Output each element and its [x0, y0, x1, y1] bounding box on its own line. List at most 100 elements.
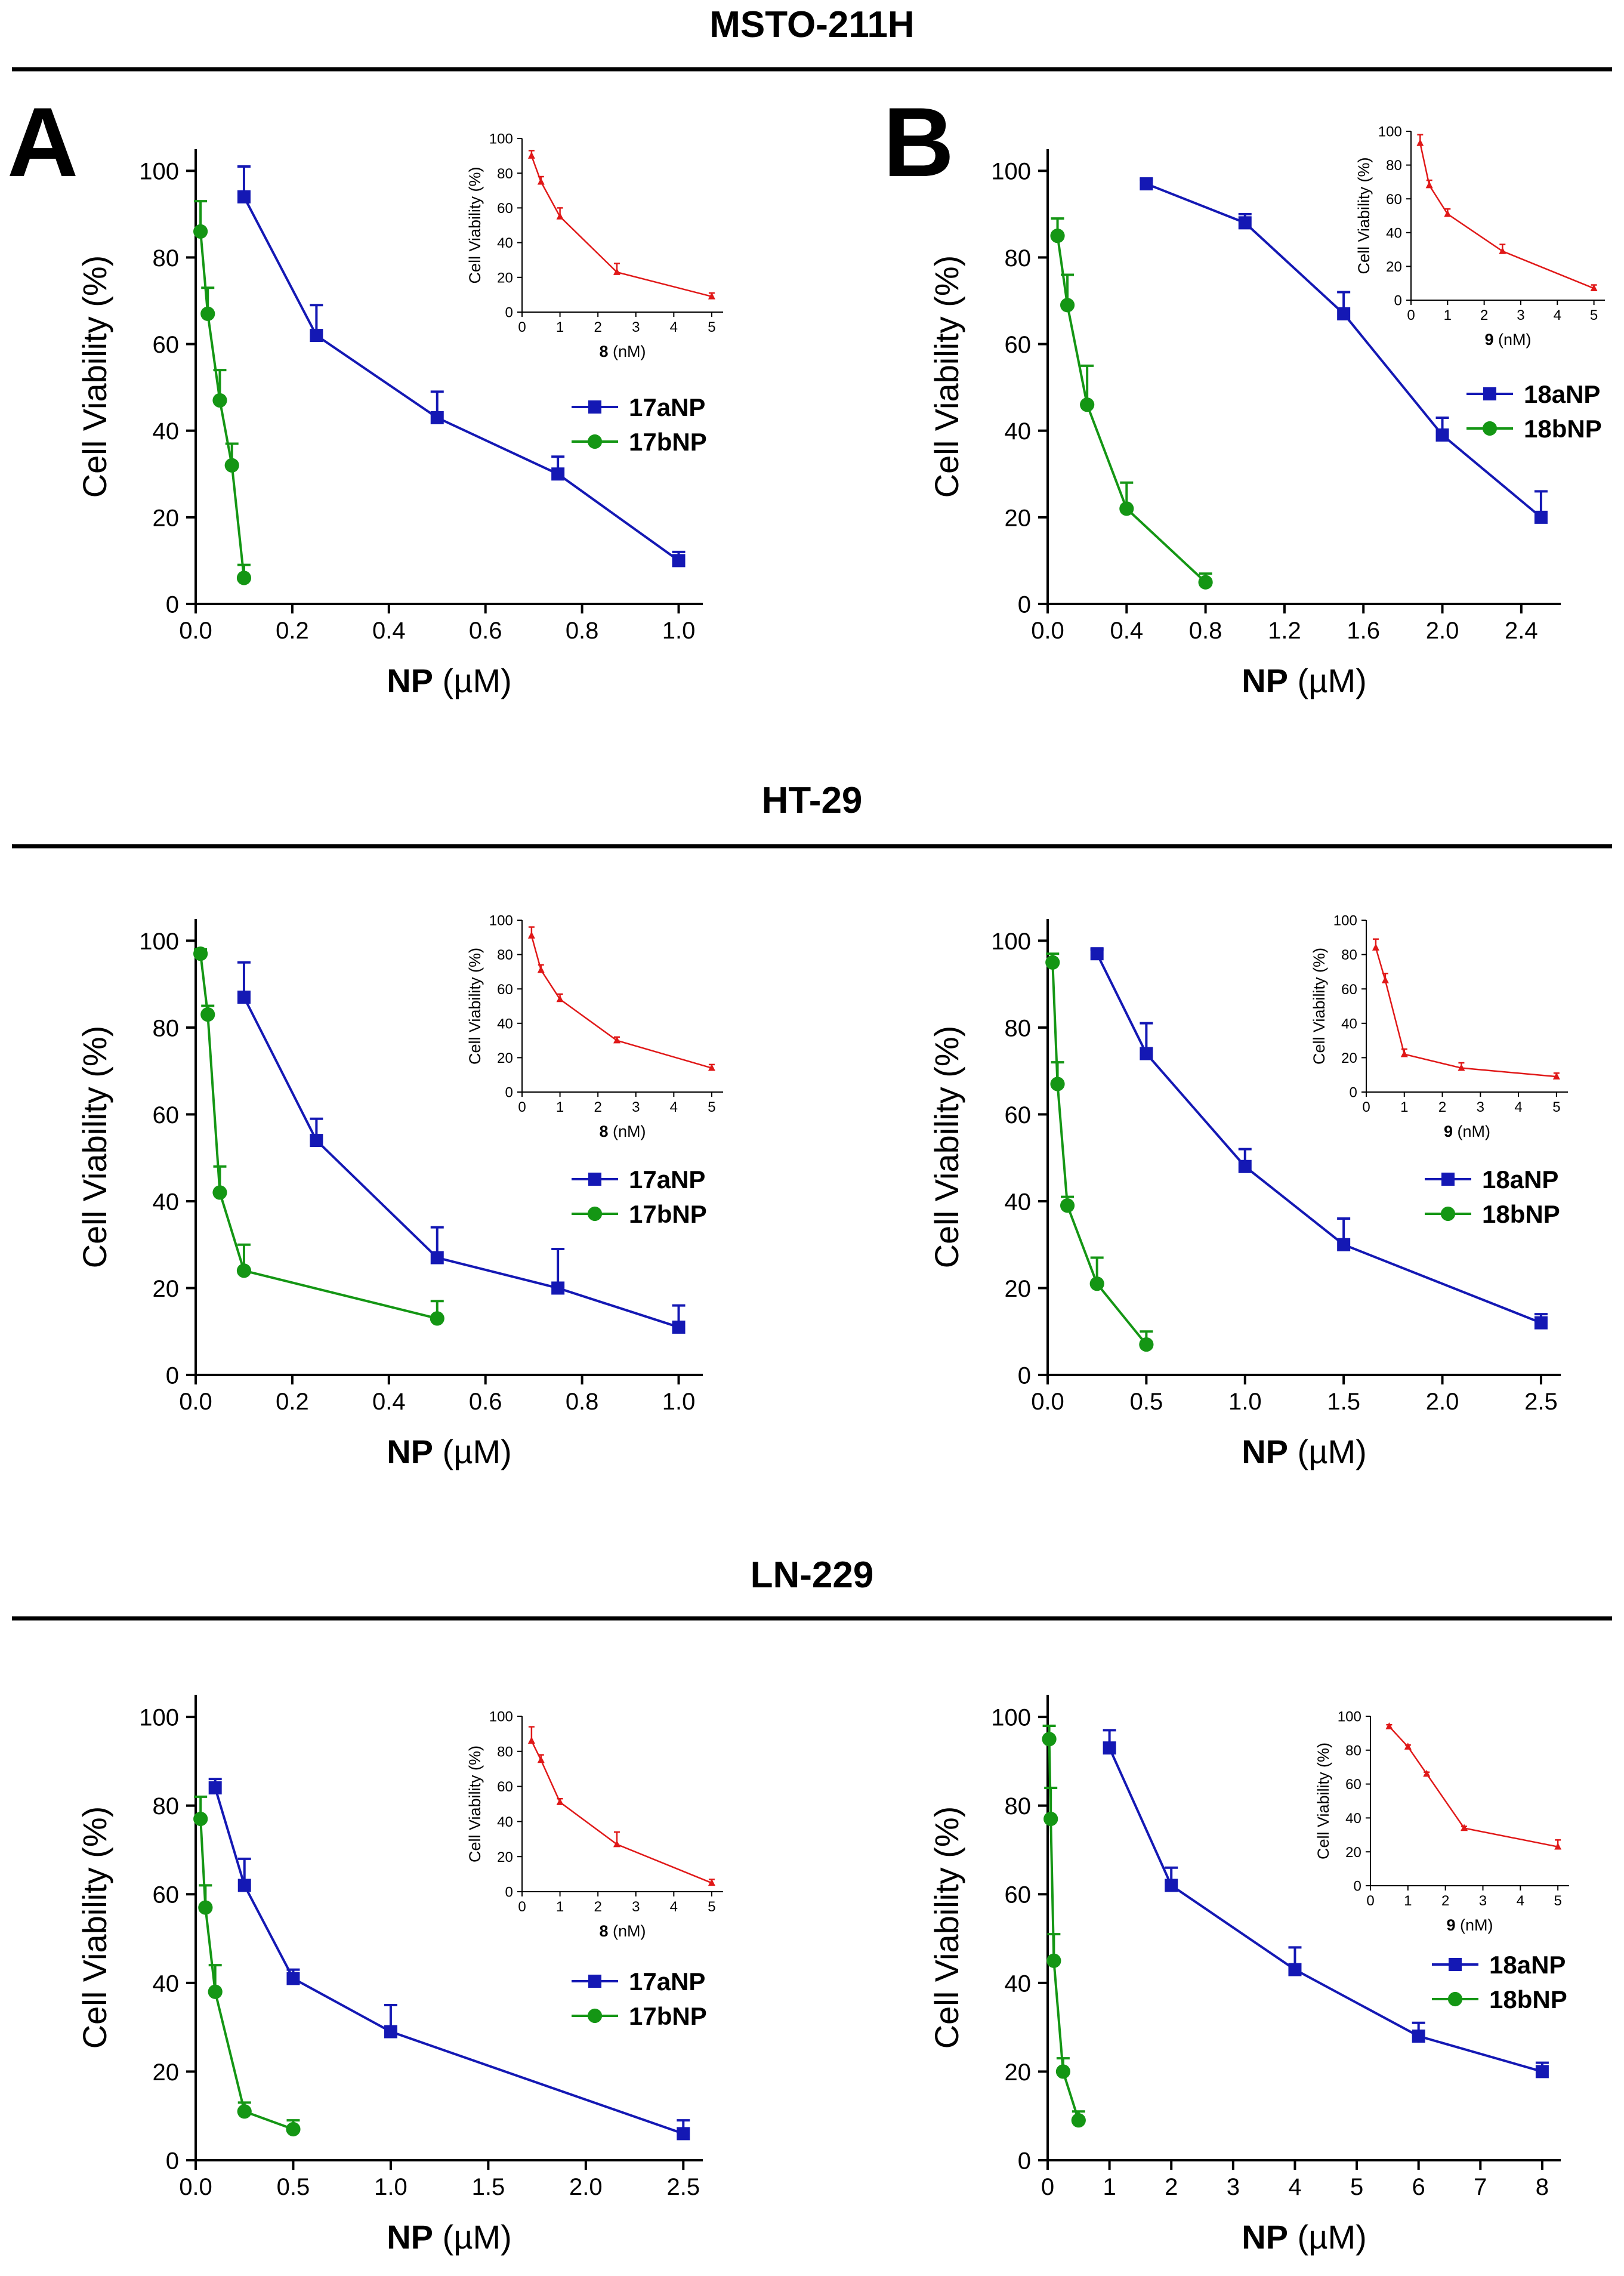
- y-tick-label: 20: [153, 2059, 180, 2086]
- y-tick-label: 20: [1005, 1276, 1032, 1302]
- inset-series-9: [1416, 134, 1598, 291]
- inset-x-tick-label: 0: [1407, 307, 1415, 323]
- section-title-msto: MSTO-211H: [709, 4, 914, 45]
- x-tick-label: 0.0: [179, 1389, 212, 1415]
- data-point: [1552, 1072, 1560, 1080]
- inset-y-tick-label: 20: [497, 1050, 513, 1066]
- inset-x-tick-label: 5: [708, 1099, 715, 1115]
- data-point: [1060, 1198, 1075, 1213]
- legend: 17aNP 17bNP: [572, 1967, 707, 2030]
- x-axis-label: NP (µM): [1242, 2218, 1367, 2256]
- legend-marker: [1482, 421, 1498, 436]
- data-point: [1461, 1824, 1468, 1831]
- y-axis-label: Cell Viability (%): [928, 1026, 965, 1269]
- x-tick-label: 2.5: [1524, 1389, 1558, 1415]
- x-axis-label: NP (µM): [1242, 1433, 1367, 1470]
- x-tick-label: 2.0: [1426, 618, 1459, 644]
- inset-y-tick-label: 60: [1345, 1777, 1361, 1793]
- inset-x-tick-label: 5: [708, 319, 715, 335]
- x-tick-label: 0.2: [276, 618, 309, 644]
- inset-y-tick-label: 40: [1345, 1811, 1361, 1827]
- inset-y-tick-label: 100: [1378, 124, 1402, 140]
- data-point: [1238, 1159, 1252, 1173]
- data-point: [1050, 1077, 1065, 1091]
- inset-x-tick-label: 1: [556, 1899, 564, 1915]
- inset-y-tick-label: 40: [1386, 225, 1402, 241]
- inset-y-tick-label: 20: [497, 1849, 513, 1865]
- y-tick-label: 0: [166, 1362, 179, 1389]
- x-tick-label: 0.0: [179, 618, 212, 644]
- data-point: [551, 467, 565, 481]
- inset-x-axis-label: 9 (nM): [1484, 331, 1531, 349]
- x-tick-label: 0.8: [1189, 618, 1222, 644]
- y-tick-label: 0: [166, 2148, 179, 2174]
- legend-marker: [588, 400, 601, 414]
- data-point: [527, 1737, 535, 1744]
- data-point: [708, 292, 715, 300]
- inset-x-axis-label-unit: (nM): [609, 343, 646, 360]
- y-tick-label: 40: [1005, 418, 1032, 445]
- legend: 18aNP 18bNP: [1466, 380, 1602, 443]
- inset-x-axis-label: 9 (nM): [1446, 1916, 1493, 1934]
- inset-x-axis-label-unit: (nM): [1456, 1916, 1493, 1934]
- data-point: [1416, 138, 1424, 146]
- inset-x-axis-label-symbol: 9: [1444, 1122, 1453, 1140]
- x-axis-label-symbol: NP: [1242, 2218, 1288, 2256]
- y-axis-label: Cell Viability (%): [928, 1806, 965, 2049]
- inset-x-tick-label: 2: [1441, 1893, 1449, 1909]
- x-tick-label: 8: [1536, 2174, 1549, 2200]
- inset-y-tick-label: 60: [1341, 982, 1357, 998]
- data-point: [1288, 1963, 1302, 1976]
- x-tick-label: 1.2: [1268, 618, 1301, 644]
- data-point: [1046, 1953, 1061, 1968]
- inset-x-axis-label-symbol: 9: [1484, 331, 1493, 349]
- inset-series-9: [1385, 1722, 1562, 1850]
- series-17aNP: [208, 1778, 690, 2141]
- inset-x-tick-label: 1: [1400, 1099, 1408, 1115]
- inset-x-tick-label: 4: [670, 1099, 678, 1115]
- inset-series-8: [527, 1726, 715, 1886]
- data-point: [430, 1311, 444, 1326]
- x-tick-label: 1.0: [1228, 1389, 1262, 1415]
- inset-y-tick-label: 40: [1341, 1016, 1357, 1032]
- data-point: [613, 1840, 620, 1848]
- data-point: [237, 2104, 252, 2119]
- y-tick-label: 80: [1005, 245, 1032, 272]
- x-tick-label: 3: [1227, 2174, 1240, 2200]
- x-tick-label: 2.0: [1426, 1389, 1459, 1415]
- data-point: [1165, 1879, 1178, 1892]
- inset-y-tick-label: 100: [1333, 913, 1357, 929]
- inset-y-axis-label: Cell Viability (%): [466, 1745, 484, 1862]
- inset-y-tick-label: 100: [1338, 1709, 1361, 1725]
- inset-ht29-18: 0 1 2 3 4 5 0 20 40 60 80 100 Cell Viability (%) 9 (n…: [1310, 913, 1568, 1140]
- data-point: [1385, 1722, 1393, 1729]
- y-tick-label: 60: [1005, 1102, 1032, 1128]
- data-point: [537, 177, 545, 185]
- inset-x-tick-label: 0: [518, 319, 526, 335]
- section-title-ln229: LN-229: [751, 1555, 874, 1596]
- data-point: [1444, 209, 1452, 217]
- y-tick-label: 40: [153, 418, 180, 445]
- x-tick-label: 0.4: [372, 618, 406, 644]
- data-point: [613, 1036, 620, 1044]
- data-point: [1534, 510, 1548, 524]
- data-point: [1499, 247, 1506, 254]
- inset-ln229-17: 0 1 2 3 4 5 0 20 40 60 80 100 Cell Viability (%) 8 (n…: [466, 1709, 723, 1940]
- x-tick-label: 0.4: [1110, 618, 1144, 644]
- legend-label: 18aNP: [1489, 1951, 1566, 1979]
- inset-x-tick-label: 4: [1517, 1893, 1524, 1909]
- inset-x-axis-label-unit: (nM): [609, 1122, 646, 1140]
- panel-letter-b: B: [883, 87, 954, 197]
- data-point: [1043, 1811, 1058, 1827]
- inset-y-axis-label: Cell Viability (%): [466, 948, 484, 1065]
- data-point: [551, 1281, 565, 1295]
- data-point: [1435, 428, 1449, 442]
- x-tick-label: 1.0: [374, 2174, 407, 2200]
- data-point: [527, 152, 535, 159]
- series-line: [1375, 947, 1557, 1078]
- data-point: [537, 1756, 545, 1763]
